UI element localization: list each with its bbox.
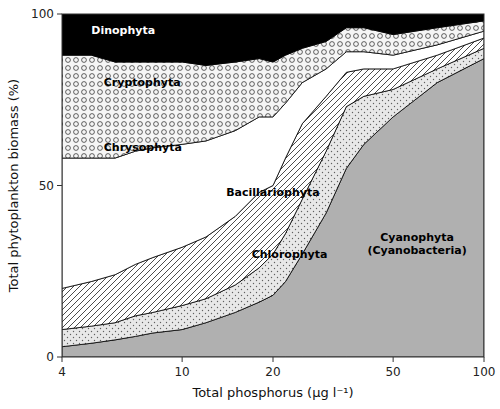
- annotation-line: Chrysophyta: [104, 141, 182, 154]
- areas: [62, 14, 484, 357]
- annotation: Dinophyta: [91, 24, 155, 37]
- annotation-line: Dinophyta: [91, 24, 155, 37]
- annotation-line: Bacillariophyta: [226, 186, 319, 199]
- annotation-line: Cyanophyta: [380, 231, 454, 244]
- axes: 4 10 20 50 100 0 50 100: [31, 7, 495, 379]
- annotation: Chlorophyta: [252, 248, 328, 261]
- plot-frame: [62, 14, 484, 357]
- annotation: Cryptophyta: [104, 76, 181, 89]
- x-axis-label: Total phosphorus (μg l⁻¹): [191, 385, 353, 400]
- y-tick: [57, 14, 62, 15]
- annotation: Chrysophyta: [104, 141, 182, 154]
- x-tick-label: 10: [174, 365, 189, 379]
- annotation-line: Chlorophyta: [252, 248, 328, 261]
- y-tick-label: 50: [39, 179, 54, 193]
- x-tick-label: 4: [58, 365, 66, 379]
- annotation-line: (Cyanobacteria): [367, 244, 466, 257]
- y-tick: [57, 185, 62, 186]
- annotation-line: Cryptophyta: [104, 76, 181, 89]
- y-tick-label: 0: [46, 350, 54, 364]
- x-tick-label: 100: [473, 365, 496, 379]
- x-tick: [62, 357, 63, 362]
- x-tick: [273, 357, 274, 362]
- x-tick: [484, 357, 485, 362]
- annotations: Dinophyta Cryptophyta Chrysophyta Bacillari…: [91, 24, 466, 261]
- y-tick-label: 100: [31, 7, 54, 21]
- y-axis-label: Total phytoplankton biomass (%): [6, 79, 21, 293]
- x-tick: [393, 357, 394, 362]
- chart: 4 10 20 50 100 0 50 100 Total phosphorus (μg l⁻¹…: [0, 0, 500, 409]
- annotation: Bacillariophyta: [226, 186, 319, 199]
- annotation: Cyanophyta(Cyanobacteria): [367, 231, 466, 257]
- area: [62, 14, 484, 65]
- x-tick-label: 20: [265, 365, 280, 379]
- y-tick: [57, 357, 62, 358]
- x-tick-label: 50: [385, 365, 400, 379]
- x-tick: [182, 357, 183, 362]
